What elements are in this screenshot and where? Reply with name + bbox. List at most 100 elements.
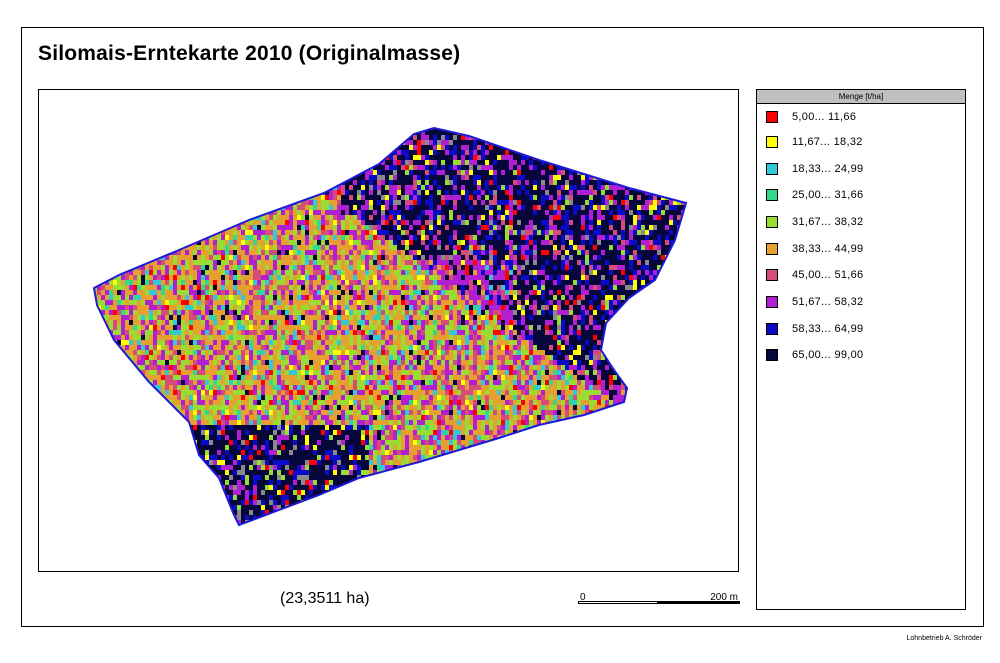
yield-cell (649, 155, 653, 160)
yield-cell (313, 240, 317, 245)
yield-cell (509, 150, 513, 155)
yield-cell (473, 145, 477, 150)
yield-cell (169, 205, 173, 210)
yield-cell (401, 185, 405, 190)
yield-cell (465, 175, 469, 180)
yield-cell (593, 200, 597, 205)
yield-cell (681, 195, 685, 200)
yield-cell (117, 220, 121, 225)
yield-cell (397, 225, 401, 230)
yield-cell (149, 195, 153, 200)
yield-cell (461, 265, 465, 270)
yield-cell (289, 280, 293, 285)
yield-cell (121, 128, 125, 130)
yield-cell (601, 275, 605, 280)
yield-cell (273, 145, 277, 150)
yield-cell (545, 200, 549, 205)
yield-cell (289, 245, 293, 250)
yield-cell (593, 130, 597, 135)
yield-cell (157, 230, 161, 235)
yield-cell (405, 240, 409, 245)
yield-cell (665, 270, 669, 275)
yield-cell (573, 265, 577, 270)
yield-cell (105, 195, 109, 200)
yield-cell (185, 215, 189, 220)
yield-cell (189, 150, 193, 155)
yield-cell (461, 210, 465, 215)
yield-cell (445, 220, 449, 225)
yield-cell (293, 255, 297, 260)
yield-cell (589, 210, 593, 215)
yield-cell (681, 170, 685, 175)
yield-cell (297, 260, 301, 265)
yield-cell (577, 160, 581, 165)
yield-cell (629, 170, 633, 175)
yield-cell (277, 120, 281, 125)
yield-cell (129, 235, 133, 240)
yield-cell (469, 210, 473, 215)
yield-cell (101, 150, 105, 155)
yield-cell (133, 190, 137, 195)
yield-cell (605, 150, 609, 155)
yield-cell (133, 180, 137, 185)
yield-cell (185, 145, 189, 150)
yield-cell (637, 160, 641, 165)
yield-cell (645, 235, 649, 240)
yield-cell (661, 210, 665, 215)
yield-cell (309, 185, 313, 190)
yield-cell (133, 145, 137, 150)
yield-cell (609, 240, 613, 245)
yield-cell (549, 210, 553, 215)
yield-cell (337, 215, 341, 220)
yield-cell (245, 235, 249, 240)
yield-cell (165, 170, 169, 175)
yield-cell (329, 155, 333, 160)
yield-cell (217, 128, 221, 130)
yield-cell (145, 280, 149, 285)
yield-cell (669, 150, 673, 155)
yield-cell (409, 180, 413, 185)
yield-cell (677, 260, 681, 265)
yield-cell (449, 225, 453, 230)
yield-cell (289, 120, 293, 125)
yield-cell (149, 280, 153, 285)
yield-cell (89, 270, 93, 275)
yield-cell (189, 275, 193, 280)
yield-cell (501, 185, 505, 190)
yield-cell (225, 215, 229, 220)
yield-cell (293, 220, 297, 225)
yield-cell (257, 120, 261, 125)
yield-cell (141, 220, 145, 225)
yield-cell (253, 165, 257, 170)
yield-cell (309, 180, 313, 185)
yield-cell (97, 200, 101, 205)
yield-cell (189, 140, 193, 145)
yield-cell (529, 195, 533, 200)
yield-cell (245, 200, 249, 205)
yield-cell (577, 155, 581, 160)
yield-cell (141, 225, 145, 230)
yield-cell (345, 205, 349, 210)
yield-cell (393, 270, 397, 275)
yield-cell (633, 135, 637, 140)
yield-cell (413, 245, 417, 250)
yield-cell (681, 145, 685, 150)
yield-cell (569, 180, 573, 185)
yield-cell (337, 210, 341, 215)
yield-cell (101, 145, 105, 150)
yield-cell (145, 235, 149, 240)
yield-cell (521, 120, 525, 125)
yield-cell (489, 280, 493, 285)
yield-cell (625, 175, 629, 180)
yield-cell (525, 200, 529, 205)
yield-cell (645, 130, 649, 135)
yield-cell (129, 175, 133, 180)
yield-cell (373, 190, 377, 195)
yield-cell (141, 130, 145, 135)
yield-cell (393, 255, 397, 260)
yield-cell (153, 280, 157, 285)
yield-cell (561, 170, 565, 175)
yield-cell (357, 200, 361, 205)
yield-cell (125, 225, 129, 230)
yield-cell (621, 205, 625, 210)
